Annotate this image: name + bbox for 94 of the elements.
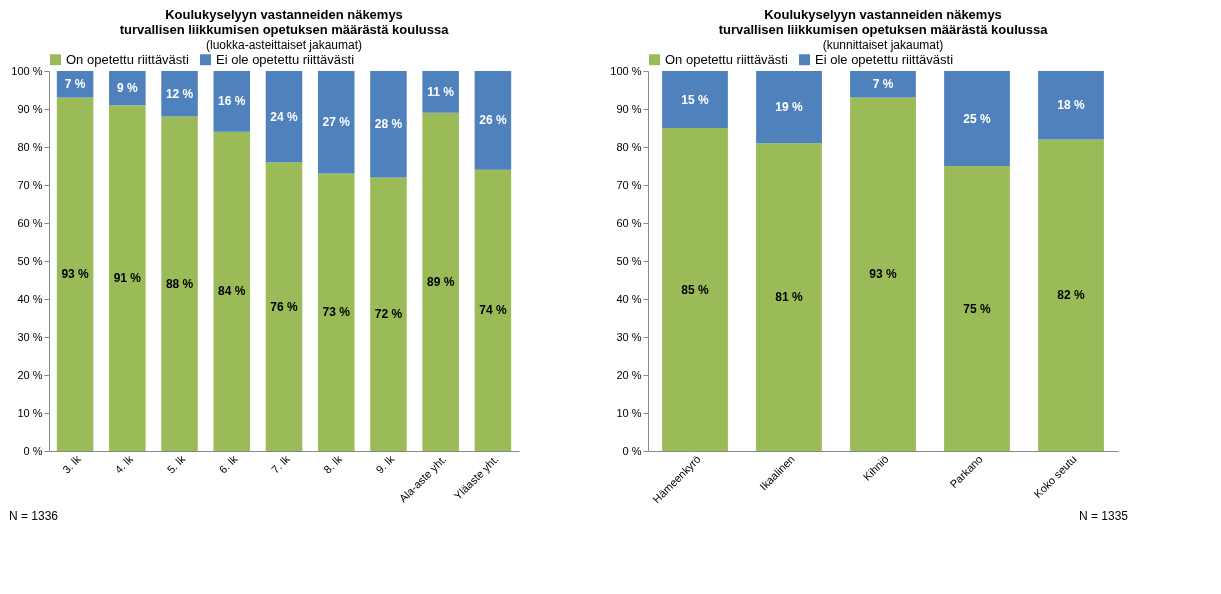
data-label: 74 % bbox=[479, 303, 507, 318]
data-label: 91 % bbox=[113, 271, 142, 286]
data-label: 72 % bbox=[374, 307, 403, 322]
bar bbox=[662, 71, 728, 128]
legend-label: Ei ole opetettu riittävästi bbox=[815, 51, 954, 67]
text: N = 1335 bbox=[1078, 509, 1129, 523]
bar bbox=[850, 97, 916, 451]
bar bbox=[944, 166, 1010, 451]
x-tick-label: 9. lk bbox=[373, 452, 397, 476]
bar bbox=[422, 71, 459, 113]
bar bbox=[474, 71, 512, 170]
y-tick-label: 80 % bbox=[17, 140, 43, 153]
data-label: 89 % bbox=[426, 274, 455, 289]
x-tick-label: 6. lk bbox=[216, 452, 240, 476]
data-label: 24 % bbox=[270, 109, 298, 124]
x-tick-label: 3. lk bbox=[60, 452, 84, 476]
bar bbox=[161, 71, 198, 117]
data-label: 12 % bbox=[165, 86, 194, 101]
bar bbox=[109, 71, 146, 106]
legend-label: Ei ole opetettu riittävästi bbox=[216, 51, 355, 67]
data-label: 93 % bbox=[61, 267, 90, 282]
x-tick-label: 8. lk bbox=[321, 452, 345, 476]
y-tick-label: 10 % bbox=[616, 406, 642, 419]
bar bbox=[944, 71, 1010, 166]
data-label: 28 % bbox=[374, 117, 403, 132]
data-label: 84 % bbox=[218, 284, 246, 299]
bar bbox=[265, 162, 303, 451]
bar bbox=[370, 71, 407, 178]
data-label: 85 % bbox=[681, 282, 709, 297]
data-label: 81 % bbox=[775, 290, 803, 305]
bar bbox=[317, 71, 355, 174]
chart-title: Koulukyselyyn vastanneiden näkemys turvallisen liikkumisen opetuksen määrästä koulussa bbox=[119, 7, 450, 37]
bar bbox=[265, 71, 303, 163]
x-tick-label: 7. lk bbox=[269, 452, 293, 476]
data-label: 7 % bbox=[872, 77, 894, 92]
data-label: 11 % bbox=[427, 84, 455, 99]
y-tick-label: 60 % bbox=[616, 216, 642, 229]
y-tick-label: 60 % bbox=[17, 216, 43, 229]
bar bbox=[109, 105, 146, 451]
y-tick-label: 30 % bbox=[17, 330, 43, 343]
data-label: 25 % bbox=[963, 111, 991, 126]
data-label: 19 % bbox=[775, 100, 803, 115]
legend-label: On opetettu riittävästi bbox=[665, 51, 788, 67]
y-tick-label: 20 % bbox=[17, 368, 43, 381]
x-tick-label: 4. lk bbox=[112, 452, 136, 476]
data-label: 9 % bbox=[116, 81, 138, 96]
data-label: 82 % bbox=[1057, 288, 1085, 303]
y-tick-label: 70 % bbox=[17, 178, 43, 191]
bar bbox=[161, 116, 198, 451]
chart-subtitle: (luokka-asteittaiset jakaumat) bbox=[205, 38, 363, 52]
data-label: 18 % bbox=[1057, 98, 1085, 113]
data-label: 88 % bbox=[165, 276, 194, 291]
data-label: 26 % bbox=[479, 113, 507, 128]
y-tick-label: 20 % bbox=[616, 368, 642, 381]
y-tick-label: 0 % bbox=[622, 444, 642, 457]
data-label: 73 % bbox=[322, 305, 351, 320]
y-tick-label: 0 % bbox=[23, 444, 43, 457]
bar bbox=[850, 71, 916, 98]
x-tick-label: 5. lk bbox=[164, 452, 188, 476]
text: N = 1336 bbox=[9, 509, 59, 523]
data-label: 16 % bbox=[218, 94, 246, 109]
bar bbox=[756, 71, 822, 144]
y-tick-label: 70 % bbox=[616, 178, 642, 191]
bar bbox=[1038, 71, 1104, 140]
data-label: 93 % bbox=[869, 267, 897, 282]
bar bbox=[317, 173, 355, 451]
y-tick-label: 90 % bbox=[616, 102, 642, 115]
legend-label: On opetettu riittävästi bbox=[66, 51, 189, 67]
bar bbox=[213, 71, 251, 132]
data-label: 15 % bbox=[681, 92, 709, 107]
bar bbox=[1038, 139, 1104, 451]
y-tick-label: 100 % bbox=[11, 64, 43, 77]
y-tick-label: 40 % bbox=[17, 292, 43, 305]
bar bbox=[422, 112, 459, 451]
data-label: 76 % bbox=[270, 299, 298, 314]
y-tick-label: 50 % bbox=[616, 254, 642, 267]
chart-title: Koulukyselyyn vastanneiden näkemys turvallisen liikkumisen opetuksen määrästä koulussa bbox=[718, 7, 1049, 37]
y-tick-label: 30 % bbox=[616, 330, 642, 343]
data-label: 27 % bbox=[322, 115, 351, 130]
data-label: 75 % bbox=[963, 301, 991, 316]
chart-subtitle: (kunnittaiset jakaumat) bbox=[822, 38, 944, 52]
y-tick-label: 10 % bbox=[17, 406, 43, 419]
bar bbox=[370, 177, 407, 451]
y-tick-label: 50 % bbox=[17, 254, 43, 267]
data-label: 7 % bbox=[64, 77, 86, 92]
y-tick-label: 90 % bbox=[17, 102, 43, 115]
bar bbox=[474, 169, 512, 451]
bar bbox=[662, 128, 728, 451]
y-tick-label: 80 % bbox=[616, 140, 642, 153]
bar bbox=[756, 143, 822, 451]
y-tick-label: 100 % bbox=[610, 64, 642, 77]
y-tick-label: 40 % bbox=[616, 292, 642, 305]
bar bbox=[213, 131, 251, 451]
bar bbox=[56, 97, 94, 451]
